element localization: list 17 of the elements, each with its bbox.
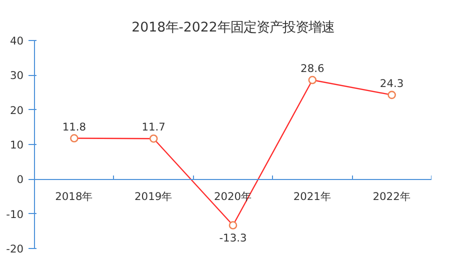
x-tick-label: 2018年 (55, 190, 94, 204)
y-tick-label: 30 (10, 69, 24, 82)
x-tick-label: 2022年 (372, 190, 411, 204)
data-label: 11.8 (62, 120, 86, 134)
data-label: 11.7 (142, 120, 166, 134)
y-tick-label: 20 (10, 104, 24, 117)
x-tick-label: 2021年 (293, 190, 332, 204)
data-label: -13.3 (219, 231, 247, 244)
y-tick-label: -10 (6, 208, 24, 221)
y-tick-label: 10 (10, 138, 24, 152)
y-tick-label: 40 (10, 34, 24, 48)
data-label: 28.6 (300, 62, 324, 76)
x-tick-label: 2019年 (134, 190, 173, 204)
chart-title: 2018年-2022年固定资产投资增速 (132, 20, 334, 36)
data-label: 24.3 (380, 76, 404, 90)
y-tick-label: 0 (16, 173, 24, 186)
y-tick-label: -20 (6, 242, 24, 256)
